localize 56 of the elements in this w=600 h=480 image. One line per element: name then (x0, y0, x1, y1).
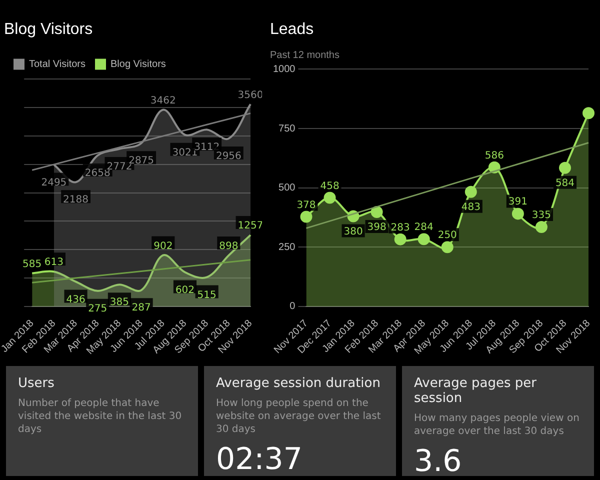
text: Users (18, 376, 56, 391)
data-label: 458 (320, 180, 340, 192)
data-label: 385 (110, 297, 130, 308)
text: 02:37 (216, 442, 304, 477)
data-label: 398 (367, 222, 386, 234)
point (464, 186, 477, 198)
data-label: 613 (44, 257, 64, 268)
point (535, 220, 548, 233)
data-label: 2495 (41, 177, 67, 188)
point (582, 107, 595, 120)
data-label: 284 (414, 222, 434, 234)
y-tick-label: 750 (278, 123, 296, 134)
data-label: 902 (154, 240, 173, 252)
y-tick-label: 1000 (272, 64, 296, 75)
point (300, 210, 312, 223)
data-label: 378 (296, 200, 316, 211)
point (324, 192, 336, 204)
data-label: 2188 (63, 194, 89, 206)
data-label: 250 (438, 230, 457, 242)
data-label: 275 (88, 303, 108, 314)
y-tick-label: 0 (290, 301, 296, 312)
data-label: 2956 (216, 151, 242, 162)
data-label: 584 (555, 178, 575, 189)
data-label: 436 (66, 294, 86, 306)
chart-subtitle: Past 12 months (270, 50, 340, 61)
y-tick-label: 250 (278, 242, 296, 253)
text: Number of people that have visited the website in the last 30 days (18, 397, 183, 436)
data-label: 391 (508, 196, 528, 208)
point (394, 233, 406, 246)
data-label: 283 (390, 222, 410, 234)
chart-title: Leads (270, 21, 314, 38)
text: How long people spend on the website on average over the last 30 days (216, 397, 382, 436)
data-label: 585 (22, 258, 42, 270)
text: Average session duration (216, 376, 382, 391)
point (370, 206, 383, 218)
data-label: 602 (175, 284, 195, 296)
chart-title: Blog Visitors (4, 21, 93, 38)
point (441, 241, 454, 254)
legend-label: Blog Visitors (110, 58, 166, 70)
data-label: 3462 (150, 95, 176, 106)
data-label: 483 (461, 202, 480, 213)
text: 3.6 (414, 444, 463, 479)
data-label: 335 (532, 210, 552, 221)
text: How many pages people view on average over the last 30 days (414, 412, 580, 438)
point (512, 208, 524, 220)
data-label: 287 (132, 302, 151, 314)
data-label: 380 (344, 226, 363, 238)
legend-label: Total Visitors (29, 58, 86, 70)
text: Average pages per session (414, 376, 538, 406)
y-tick-label: 500 (278, 182, 296, 194)
point (558, 162, 571, 174)
data-label: 515 (197, 290, 216, 301)
data-label: 898 (219, 241, 238, 252)
data-label: 2658 (84, 168, 110, 180)
data-label: 586 (484, 150, 504, 162)
point (418, 233, 430, 246)
